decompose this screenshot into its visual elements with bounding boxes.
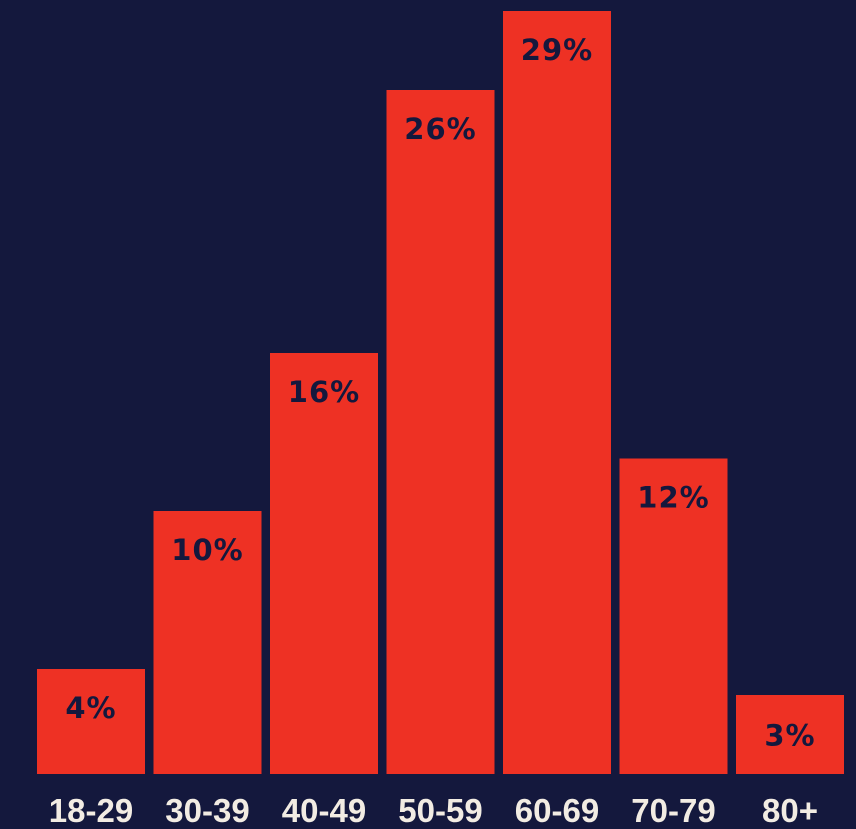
value-label-18-29: 4% <box>65 691 116 725</box>
bar-70-79 <box>619 458 728 774</box>
category-label-18-29: 18-29 <box>49 792 133 829</box>
bar-18-29 <box>37 668 145 774</box>
value-label-50-59: 26% <box>404 112 476 146</box>
bar-40-49 <box>270 353 378 774</box>
category-label-30-39: 30-39 <box>165 792 249 829</box>
category-label-80+: 80+ <box>762 792 818 829</box>
bars-group <box>37 11 844 775</box>
category-labels-group: 18-29 30-39 40-49 50-59 60-69 70-79 80+ <box>49 792 818 829</box>
value-label-70-79: 12% <box>637 480 709 514</box>
category-label-50-59: 50-59 <box>398 792 482 829</box>
value-labels-group: 4% 10% 16% 26% 29% 12% 3% <box>65 33 815 753</box>
bar-80+ <box>736 695 844 774</box>
bar-30-39 <box>153 510 262 774</box>
category-label-60-69: 60-69 <box>515 792 599 829</box>
value-label-30-39: 10% <box>171 533 243 567</box>
bar-50-59 <box>386 89 495 775</box>
bar-60-69 <box>503 11 611 774</box>
value-label-40-49: 16% <box>288 375 360 409</box>
category-label-40-49: 40-49 <box>282 792 366 829</box>
value-label-60-69: 29% <box>521 33 593 67</box>
category-label-70-79: 70-79 <box>631 792 715 829</box>
value-label-80+: 3% <box>764 719 815 753</box>
